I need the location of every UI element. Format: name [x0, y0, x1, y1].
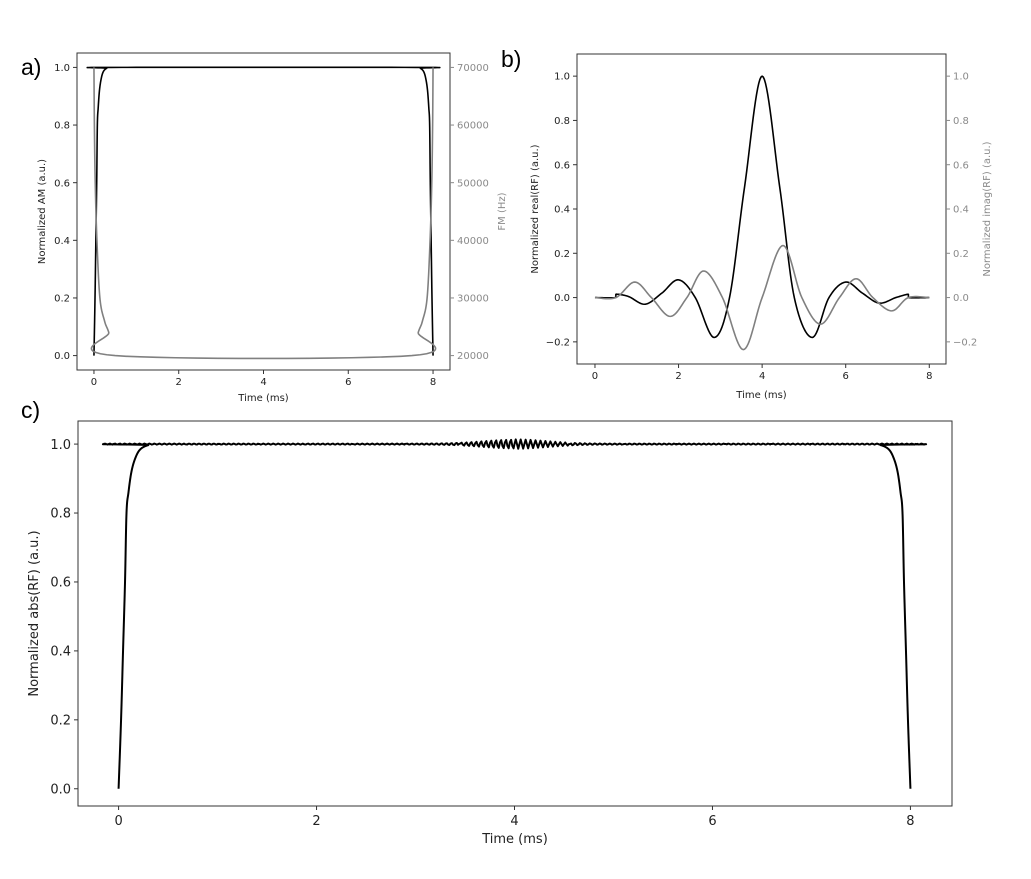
y-axis-label: Normalized real(RF) (a.u.) — [530, 144, 541, 273]
panel-a-chart: 0 2 4 6 8 0.0 0.2 0.4 0.6 0.8 1.0 20000 30000 40000 50… — [37, 52, 508, 404]
y-tick-label: 0.0 — [50, 782, 71, 797]
x-tick-label: 8 — [926, 371, 932, 382]
y-right-tick-label: 40000 — [457, 236, 489, 247]
y-axis-label: Normalized abs(RF) (a.u.) — [27, 530, 42, 696]
x-tick-label: 8 — [906, 814, 914, 829]
x-tick-label: 6 — [345, 377, 351, 388]
x-tick-label: 0 — [91, 377, 97, 388]
x-tick-label: 2 — [675, 371, 681, 382]
y-tick-label: 0.6 — [50, 576, 71, 591]
y-right-tick-label: 0.2 — [953, 249, 969, 260]
x-tick-label: 8 — [430, 377, 436, 388]
y-right-tick-label: 0.0 — [953, 293, 969, 304]
x-axis-label: Time (ms) — [481, 832, 548, 847]
axes-frame — [576, 53, 947, 365]
y-tick-label: 0.4 — [54, 236, 70, 247]
x-tick-label: 0 — [114, 814, 122, 829]
y-right-tick-label: 60000 — [457, 121, 489, 132]
y-axis-label: Normalized AM (a.u.) — [37, 159, 48, 264]
y-right-tick-label: 0.6 — [953, 160, 969, 171]
y-tick-label: 0.2 — [54, 294, 70, 305]
x-tick-label: 2 — [176, 377, 182, 388]
x-tick-label: 4 — [510, 814, 518, 829]
y-tick-label: 0.0 — [54, 351, 70, 362]
series-line-right — [594, 244, 930, 351]
y-tick-label: 0.0 — [554, 293, 570, 304]
y-right-axis-label: FM (Hz) — [497, 192, 508, 230]
x-axis-label: Time (ms) — [735, 390, 787, 401]
y-tick-label: 0.4 — [50, 645, 71, 660]
y-right-tick-label: 70000 — [457, 63, 489, 74]
axes-frame — [77, 420, 953, 807]
y-right-axis-label: Normalized imag(RF) (a.u.) — [982, 141, 993, 276]
y-tick-label: 0.6 — [54, 178, 70, 189]
y-right-tick-label: 0.4 — [953, 205, 969, 216]
x-axis-label: Time (ms) — [237, 393, 289, 404]
x-tick-label: 6 — [843, 371, 849, 382]
panel-label-b: b) — [501, 46, 521, 72]
x-tick-label: 0 — [592, 371, 598, 382]
axes-frame — [76, 52, 451, 371]
y-tick-label: 1.0 — [50, 438, 71, 453]
panel-c-chart: 0 2 4 6 8 0.0 0.2 0.4 0.6 0.8 1.0 Time (ms) Normaliz… — [27, 420, 953, 847]
y-tick-label: 0.6 — [554, 160, 570, 171]
x-tick-label: 4 — [759, 371, 765, 382]
y-tick-label: 1.0 — [54, 63, 70, 74]
y-tick-label: 0.8 — [54, 121, 70, 132]
panel-label-a: a) — [21, 54, 41, 80]
y-right-tick-label: 1.0 — [953, 72, 969, 83]
y-right-tick-label: −0.2 — [953, 337, 977, 348]
y-tick-label: 1.0 — [554, 72, 570, 83]
panel-label-c: c) — [21, 397, 40, 423]
y-tick-label: 0.2 — [50, 714, 71, 729]
series-line-left — [86, 66, 441, 356]
series-line-left — [101, 438, 928, 789]
y-right-tick-label: 50000 — [457, 178, 489, 189]
y-tick-label: 0.8 — [50, 507, 71, 522]
y-tick-label: 0.2 — [554, 249, 570, 260]
x-tick-label: 4 — [260, 377, 266, 388]
y-right-tick-label: 0.8 — [953, 116, 969, 127]
series-line-left — [594, 75, 930, 339]
x-tick-label: 6 — [708, 814, 716, 829]
panel-b-chart: 0 2 4 6 8 −0.2 0.0 0.2 0.4 0.6 0.8 1.0 −0.2 0.0 0.2 0.4… — [530, 53, 993, 401]
series-line-right — [90, 67, 437, 360]
y-tick-label: −0.2 — [546, 337, 570, 348]
y-right-tick-label: 30000 — [457, 294, 489, 305]
y-tick-label: 0.8 — [554, 116, 570, 127]
y-tick-label: 0.4 — [554, 205, 570, 216]
y-right-tick-label: 20000 — [457, 351, 489, 362]
x-tick-label: 2 — [312, 814, 320, 829]
